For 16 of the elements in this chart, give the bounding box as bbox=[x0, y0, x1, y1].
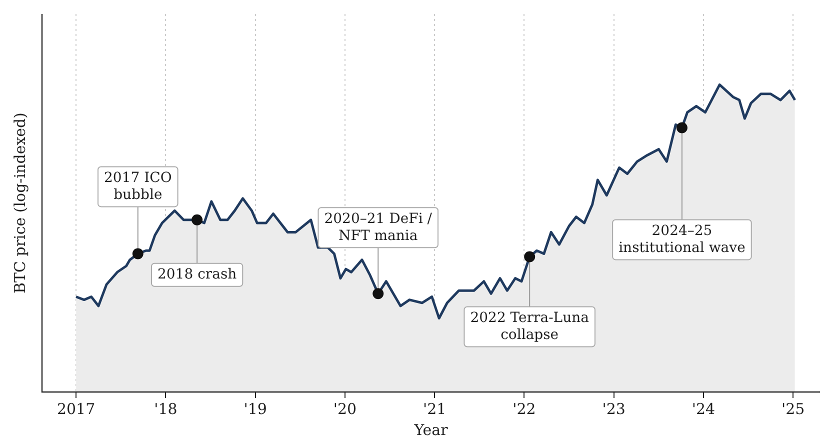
x-tick-label: '23 bbox=[602, 400, 626, 418]
x-tick-label: '24 bbox=[692, 400, 716, 418]
x-tick-label: '22 bbox=[512, 400, 536, 418]
annotation: 2022 Terra-Luna collapse bbox=[470, 310, 589, 343]
annotation: 2017 ICO bubble bbox=[104, 170, 172, 203]
x-tick-label: '25 bbox=[782, 400, 805, 418]
x-tick-label: '18 bbox=[154, 400, 178, 418]
x-axis-title: Year bbox=[413, 420, 449, 439]
x-tick-label: '20 bbox=[333, 400, 357, 418]
annotation: 2018 crash bbox=[157, 266, 237, 283]
annotation: 2024–25 institutional wave bbox=[618, 222, 746, 256]
y-axis-title: BTC price (log-indexed) bbox=[10, 112, 29, 294]
annotation: 2020–21 DeFi / NFT mania bbox=[324, 210, 432, 244]
x-tick-label: '21 bbox=[422, 400, 446, 418]
x-tick-label: '19 bbox=[244, 400, 267, 418]
x-tick-label: 2017 bbox=[56, 400, 96, 418]
